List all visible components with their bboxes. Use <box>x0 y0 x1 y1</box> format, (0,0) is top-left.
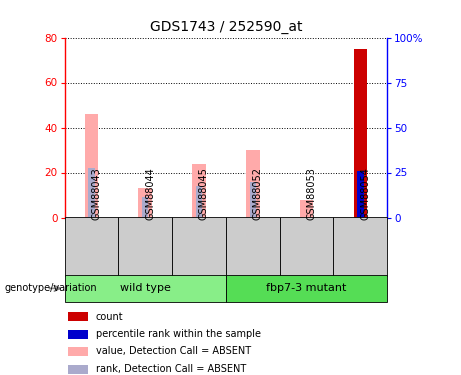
Bar <box>88 168 95 217</box>
Text: GSM88053: GSM88053 <box>307 168 317 220</box>
Text: genotype/variation: genotype/variation <box>5 284 97 293</box>
Bar <box>65 275 226 302</box>
Bar <box>357 171 364 217</box>
Bar <box>226 275 387 302</box>
Text: count: count <box>95 312 123 322</box>
Bar <box>138 188 152 218</box>
Bar <box>85 114 98 218</box>
Text: GSM88052: GSM88052 <box>253 167 263 220</box>
Bar <box>172 217 226 276</box>
Title: GDS1743 / 252590_at: GDS1743 / 252590_at <box>150 20 302 34</box>
Bar <box>333 217 387 276</box>
Bar <box>65 217 118 276</box>
Bar <box>142 197 148 217</box>
Bar <box>196 186 202 218</box>
Text: wild type: wild type <box>120 284 171 293</box>
Bar <box>300 200 313 217</box>
Bar <box>68 364 88 374</box>
Bar <box>249 182 256 218</box>
Bar <box>68 347 88 356</box>
Text: fbp7-3 mutant: fbp7-3 mutant <box>266 284 347 293</box>
Bar <box>118 217 172 276</box>
Bar <box>68 312 88 321</box>
Text: percentile rank within the sample: percentile rank within the sample <box>95 329 260 339</box>
Text: GSM88045: GSM88045 <box>199 168 209 220</box>
Bar <box>226 217 280 276</box>
Text: GSM88054: GSM88054 <box>361 168 370 220</box>
Bar <box>68 330 88 339</box>
Bar <box>192 164 206 218</box>
Bar <box>354 49 367 217</box>
Text: rank, Detection Call = ABSENT: rank, Detection Call = ABSENT <box>95 364 246 374</box>
Bar <box>246 150 260 217</box>
Text: GSM88043: GSM88043 <box>91 168 101 220</box>
Bar <box>280 217 333 276</box>
Text: GSM88044: GSM88044 <box>145 168 155 220</box>
Text: value, Detection Call = ABSENT: value, Detection Call = ABSENT <box>95 346 251 357</box>
